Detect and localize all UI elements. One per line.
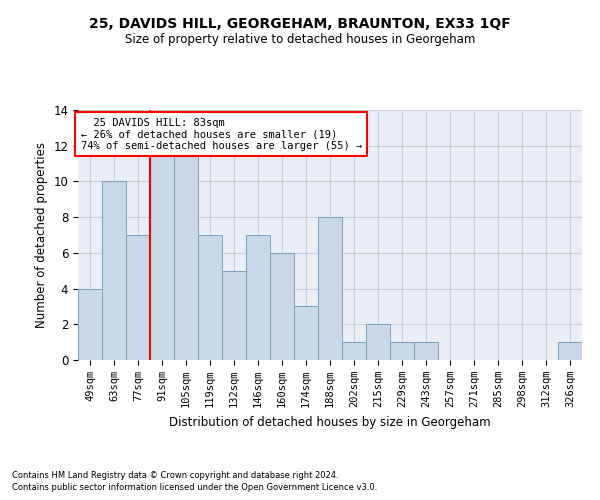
Bar bbox=[414, 342, 438, 360]
Bar bbox=[318, 217, 342, 360]
Y-axis label: Number of detached properties: Number of detached properties bbox=[35, 142, 48, 328]
Bar bbox=[150, 146, 174, 360]
Text: Size of property relative to detached houses in Georgeham: Size of property relative to detached ho… bbox=[125, 32, 475, 46]
Text: 25 DAVIDS HILL: 83sqm
← 26% of detached houses are smaller (19)
74% of semi-deta: 25 DAVIDS HILL: 83sqm ← 26% of detached … bbox=[80, 118, 362, 150]
Bar bbox=[198, 235, 222, 360]
Bar bbox=[78, 288, 102, 360]
Text: Contains public sector information licensed under the Open Government Licence v3: Contains public sector information licen… bbox=[12, 484, 377, 492]
Bar bbox=[126, 235, 150, 360]
Bar bbox=[390, 342, 414, 360]
Bar bbox=[222, 270, 246, 360]
Bar bbox=[294, 306, 318, 360]
Bar bbox=[342, 342, 366, 360]
Bar bbox=[366, 324, 390, 360]
Bar bbox=[558, 342, 582, 360]
Bar bbox=[174, 146, 198, 360]
Bar bbox=[270, 253, 294, 360]
Text: 25, DAVIDS HILL, GEORGEHAM, BRAUNTON, EX33 1QF: 25, DAVIDS HILL, GEORGEHAM, BRAUNTON, EX… bbox=[89, 18, 511, 32]
Bar bbox=[246, 235, 270, 360]
X-axis label: Distribution of detached houses by size in Georgeham: Distribution of detached houses by size … bbox=[169, 416, 491, 428]
Text: Contains HM Land Registry data © Crown copyright and database right 2024.: Contains HM Land Registry data © Crown c… bbox=[12, 471, 338, 480]
Bar bbox=[102, 182, 126, 360]
